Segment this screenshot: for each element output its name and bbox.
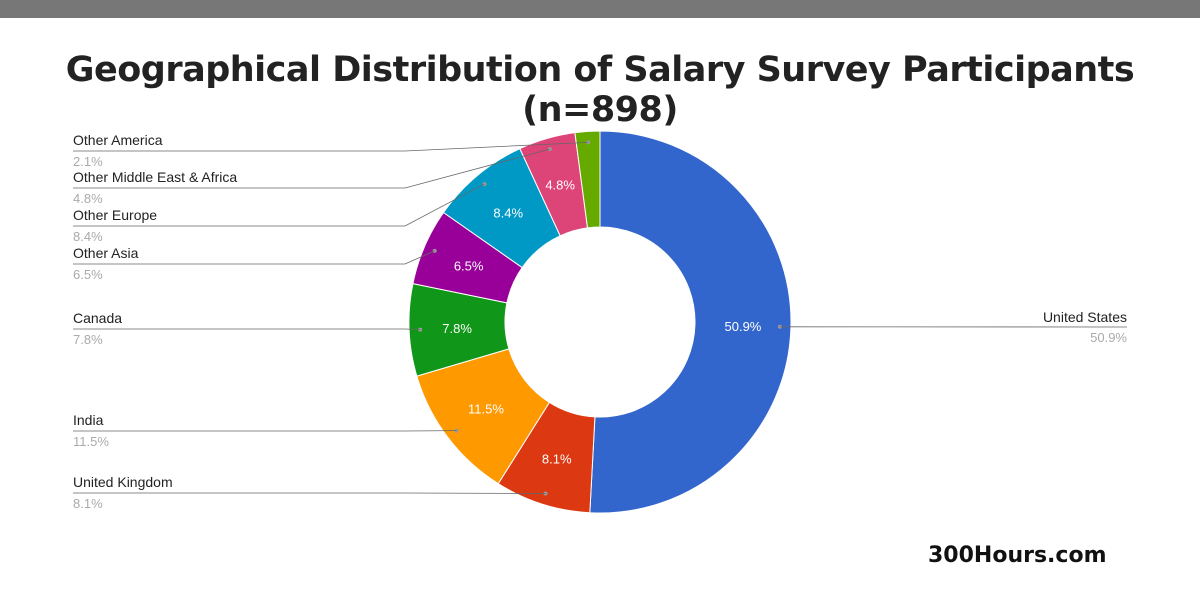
- slice-value-label: 6.5%: [454, 258, 484, 273]
- category-value: 8.4%: [73, 229, 103, 244]
- slice-value-label: 50.9%: [725, 319, 762, 334]
- category-label: United States: [1043, 309, 1127, 325]
- slice-united-states: [589, 130, 792, 514]
- leader-line: [73, 183, 485, 227]
- category-value: 4.8%: [73, 191, 103, 206]
- category-value: 50.9%: [1090, 330, 1127, 345]
- leader-line: [73, 148, 550, 189]
- category-value: 11.5%: [73, 434, 109, 449]
- brand-watermark: 300Hours.com: [928, 543, 1107, 568]
- category-value: 6.5%: [73, 267, 103, 282]
- category-value: 2.1%: [73, 154, 103, 169]
- top-bar: [0, 0, 1200, 18]
- slice-value-label: 11.5%: [468, 401, 504, 416]
- leader-line: [73, 141, 589, 152]
- category-label: Other Europe: [73, 207, 157, 223]
- slice-value-label: 7.8%: [442, 321, 472, 336]
- category-label: Other America: [73, 132, 163, 148]
- slice-value-label: 8.4%: [493, 205, 523, 220]
- category-value: 7.8%: [73, 332, 103, 347]
- leader-line: [73, 250, 435, 265]
- slice-value-label: 4.8%: [545, 178, 575, 193]
- category-label: India: [73, 412, 104, 428]
- slice-other-america: [574, 130, 601, 229]
- chart-title: Geographical Distribution of Salary Surv…: [65, 50, 1135, 130]
- category-label: Other Middle East & Africa: [73, 169, 237, 185]
- slice-value-label: 8.1%: [542, 451, 572, 466]
- category-label: Canada: [73, 310, 122, 326]
- leader-line: [73, 328, 421, 331]
- category-label: Other Asia: [73, 245, 139, 261]
- category-value: 8.1%: [73, 496, 103, 511]
- leader-line: [73, 492, 546, 494]
- category-label: United Kingdom: [73, 474, 173, 490]
